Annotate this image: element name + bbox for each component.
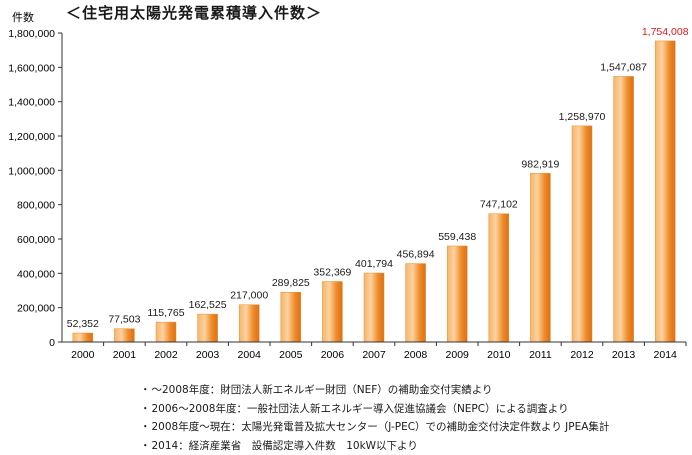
source-notes: ～2008年度：財団法人新エネルギー財団（NEF）の補助金交付実績より 2006… — [140, 381, 610, 455]
source-note: 2014：経済産業省 設備認定導入件数 10kW以下より — [140, 437, 609, 455]
x-tick-label: 2004 — [238, 349, 262, 361]
data-label-2001: 77,503 — [108, 314, 140, 326]
y-tick-label: 200,000 — [17, 303, 55, 315]
x-tick-label: 2007 — [362, 349, 386, 361]
x-tick-label: 2010 — [487, 349, 511, 361]
y-tick-label: 1,800,000 — [8, 28, 55, 40]
bar-2008 — [405, 263, 426, 343]
data-label-2005: 289,825 — [272, 277, 310, 289]
y-tick-label: 1,600,000 — [8, 62, 55, 74]
data-label-2010: 747,102 — [480, 199, 518, 211]
bar-2014 — [654, 40, 676, 343]
x-tick-label: 2002 — [154, 349, 178, 361]
bar-chart: 件数 0 200,000 400,000 600,000 800,000 1,000,00… — [8, 11, 689, 361]
x-axis: 2000 2001 2002 2003 2004 2005 2006 2007 2008 2009… — [62, 341, 687, 361]
data-label-2013: 1,547,087 — [600, 61, 647, 73]
y-axis: 0 200,000 400,000 600,000 800,000 1,000,000 1,… — [8, 28, 63, 349]
source-note: 2006～2008年度：一般社団法人新エネルギー導入促進協議会（NEPC）による… — [140, 400, 609, 419]
data-label-2011: 982,919 — [521, 158, 559, 170]
bar-2012 — [571, 125, 593, 343]
data-label-2002: 115,765 — [147, 307, 184, 319]
y-tick-label: 0 — [49, 337, 55, 349]
bar-2003 — [197, 313, 218, 343]
y-axis-label: 件数 — [12, 11, 34, 24]
source-note: ～2008年度：財団法人新エネルギー財団（NEF）の補助金交付実績より — [140, 381, 609, 400]
x-tick-label: 2009 — [446, 349, 470, 361]
x-tick-label: 2001 — [113, 349, 137, 361]
x-tick-label: 2013 — [612, 349, 636, 361]
data-label-2003: 162,525 — [189, 299, 227, 311]
y-tick-label: 800,000 — [17, 200, 55, 212]
data-label-2008: 456,894 — [397, 249, 435, 261]
bar-2011 — [530, 173, 551, 343]
bar-2010 — [488, 213, 510, 343]
bar-2006 — [322, 281, 343, 343]
x-tick-label: 2011 — [529, 349, 552, 361]
bar-2007 — [363, 272, 385, 343]
chart-title: ＜住宅用太陽光発電累積導入件数＞ — [66, 4, 323, 22]
x-tick-label: 2012 — [570, 349, 594, 361]
bar-2009 — [446, 245, 468, 343]
data-label-2006: 352,369 — [313, 267, 351, 279]
x-tick-label: 2003 — [196, 349, 220, 361]
x-tick-label: 2006 — [321, 349, 345, 361]
x-tick-label: 2014 — [654, 349, 678, 361]
bar-2013 — [613, 76, 634, 343]
source-note: 2008年度～現在：太陽光発電普及拡大センター（J-PEC）での補助金交付決定件… — [140, 418, 610, 437]
y-tick-label: 1,000,000 — [8, 165, 55, 177]
bar-2002 — [155, 321, 177, 343]
y-tick-label: 400,000 — [17, 268, 55, 280]
data-label-2000: 52,352 — [67, 318, 99, 330]
bar-2000 — [72, 332, 94, 343]
bar-2001 — [114, 328, 135, 343]
bar-2004 — [238, 304, 260, 343]
data-label-2007: 401,794 — [355, 258, 393, 270]
bar-2005 — [280, 291, 302, 343]
data-label-2012: 1,258,970 — [559, 111, 606, 123]
data-label-2004: 217,000 — [230, 290, 268, 302]
y-tick-label: 1,200,000 — [8, 131, 55, 143]
data-label-2014: 1,754,008 — [642, 26, 689, 38]
x-tick-label: 2000 — [71, 349, 95, 361]
data-label-2009: 559,438 — [438, 231, 476, 243]
x-tick-label: 2005 — [279, 349, 303, 361]
x-tick-label: 2008 — [404, 349, 428, 361]
y-tick-label: 600,000 — [17, 234, 55, 246]
y-tick-label: 1,400,000 — [8, 97, 55, 109]
